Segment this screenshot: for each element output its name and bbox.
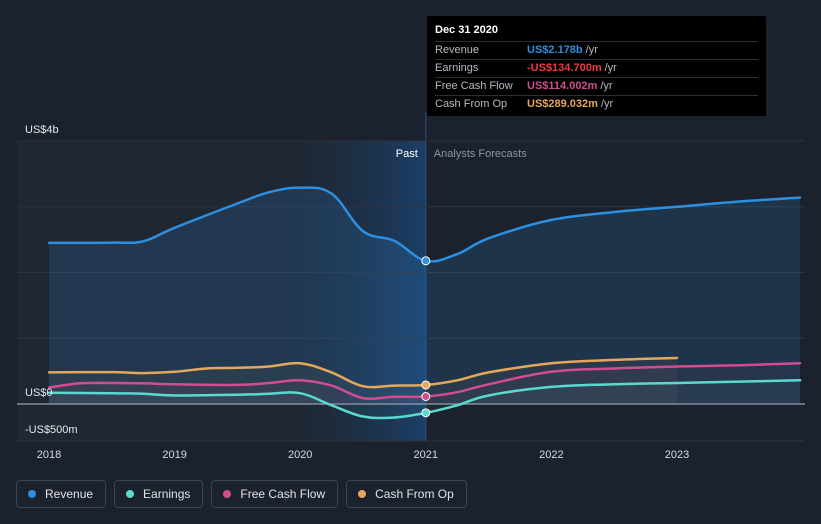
series-marker-earnings: [421, 408, 431, 418]
legend: Revenue Earnings Free Cash Flow Cash Fro…: [16, 480, 467, 508]
y-tick-label: US$4b: [25, 124, 59, 136]
series-marker-cash-from-op: [421, 380, 431, 390]
legend-label: Revenue: [45, 487, 94, 501]
tooltip-row-label: Cash From Op: [435, 98, 508, 110]
series-marker-revenue: [421, 256, 431, 266]
legend-label: Earnings: [143, 487, 191, 501]
legend-label: Cash From Op: [375, 487, 454, 501]
x-tick-label: 2019: [162, 449, 186, 461]
legend-label: Free Cash Flow: [240, 487, 326, 501]
tooltip-row-revenue: Revenue US$2.178b /yr: [435, 41, 758, 59]
tooltip-row-label: Earnings: [435, 62, 479, 74]
tooltip-row-label: Free Cash Flow: [435, 80, 513, 92]
y-tick-label: US$0: [25, 387, 53, 399]
series-area-revenue: [49, 187, 801, 404]
series-line-revenue: [47, 186, 802, 263]
tooltip: Dec 31 2020 Revenue US$2.178b /yr Earnin…: [427, 16, 766, 116]
forecast-label: Analysts Forecasts: [434, 148, 527, 160]
tooltip-row-value: US$289.032m: [527, 98, 598, 110]
legend-dot-icon: [223, 490, 232, 498]
legend-item-revenue[interactable]: Revenue: [16, 480, 107, 508]
tooltip-date: Dec 31 2020: [435, 24, 498, 36]
legend-dot-icon: [358, 490, 367, 498]
legend-dot-icon: [28, 490, 36, 498]
past-highlight: [300, 141, 426, 441]
past-label: Past: [396, 148, 418, 160]
tooltip-row-value: -US$134.700m: [527, 62, 602, 74]
series-line-earnings: [47, 379, 802, 420]
legend-item-free-cash-flow[interactable]: Free Cash Flow: [211, 480, 339, 508]
series-area-earnings: [49, 380, 801, 419]
x-tick-label: 2018: [37, 449, 61, 461]
legend-item-earnings[interactable]: Earnings: [114, 480, 204, 508]
tooltip-row-unit: /yr: [600, 80, 613, 92]
series-marker-free-cash-flow: [421, 392, 431, 402]
series-line-cash-from-op: [47, 356, 679, 389]
x-tick-label: 2021: [414, 449, 438, 461]
tooltip-row-cfo: Cash From Op US$289.032m /yr: [435, 95, 758, 113]
y-tick-label: -US$500m: [25, 424, 78, 436]
tooltip-row-label: Revenue: [435, 44, 480, 56]
x-tick-label: 2022: [539, 449, 563, 461]
x-tick-label: 2020: [288, 449, 312, 461]
tooltip-row-earnings: Earnings -US$134.700m /yr: [435, 59, 758, 77]
tooltip-row-unit: /yr: [600, 98, 614, 110]
tooltip-row-value: US$114.002m: [527, 80, 598, 92]
legend-dot-icon: [126, 490, 135, 498]
x-tick-label: 2023: [665, 449, 689, 461]
tooltip-row-value: US$2.178b: [527, 44, 583, 56]
tooltip-row-unit: /yr: [604, 62, 617, 74]
series-line-free-cash-flow: [47, 361, 802, 401]
tooltip-row-fcf: Free Cash Flow US$114.002m /yr: [435, 77, 758, 95]
tooltip-row-unit: /yr: [585, 44, 598, 56]
legend-item-cash-from-op[interactable]: Cash From Op: [346, 480, 467, 508]
